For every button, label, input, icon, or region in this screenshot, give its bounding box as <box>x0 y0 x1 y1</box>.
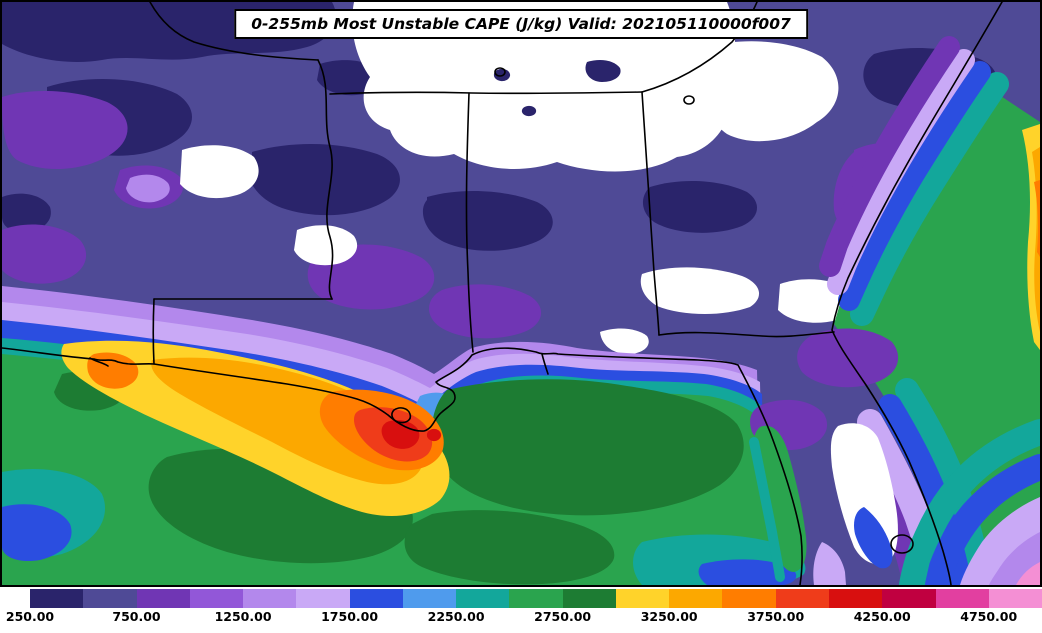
colorbar <box>30 589 1042 608</box>
colorbar-segment <box>562 589 616 608</box>
colorbar-tick-label: 1250.00 <box>214 609 272 624</box>
colorbar-segment <box>722 589 776 608</box>
colorbar-segment <box>402 589 457 608</box>
colorbar-tick-label: 3750.00 <box>747 609 805 624</box>
colorbar-tick-label: 1750.00 <box>321 609 379 624</box>
colorbar-segment <box>669 589 723 608</box>
colorbar-segment <box>882 589 936 608</box>
colorbar-segment <box>935 589 989 608</box>
colorbar-tick-label: 2750.00 <box>534 609 592 624</box>
colorbar-segment <box>189 589 244 608</box>
colorbar-tick-label: 250.00 <box>5 609 55 624</box>
map-frame: 0-255mb Most Unstable CAPE (J/kg) Valid:… <box>0 0 1042 587</box>
colorbar-segment <box>30 589 84 608</box>
cape-map <box>2 2 1040 585</box>
colorbar-tick-label: 2250.00 <box>427 609 485 624</box>
colorbar-segment <box>828 589 883 608</box>
colorbar-segment <box>988 589 1042 608</box>
colorbar-segment <box>349 589 403 608</box>
colorbar-segment <box>136 589 190 608</box>
title-box: 0-255mb Most Unstable CAPE (J/kg) Valid:… <box>234 9 808 39</box>
colorbar-segment <box>83 589 137 608</box>
contour-fills <box>2 2 1040 585</box>
colorbar-ticks: 250.00 750.00 1250.00 1750.00 2250.00 2750.00… <box>6 609 1042 631</box>
colorbar-segment <box>509 589 563 608</box>
colorbar-segment <box>243 589 297 608</box>
colorbar-tick-label: 4750.00 <box>960 609 1018 624</box>
colorbar-tick-label: 750.00 <box>112 609 161 624</box>
colorbar-tick-label: 3250.00 <box>640 609 698 624</box>
colorbar-segment <box>775 589 829 608</box>
colorbar-segment <box>456 589 510 608</box>
colorbar-segment <box>615 589 670 608</box>
map-title: 0-255mb Most Unstable CAPE (J/kg) Valid:… <box>251 15 791 33</box>
colorbar-tick-label: 4250.00 <box>853 609 911 624</box>
colorbar-segment <box>296 589 350 608</box>
state-boundaries <box>2 2 1003 585</box>
